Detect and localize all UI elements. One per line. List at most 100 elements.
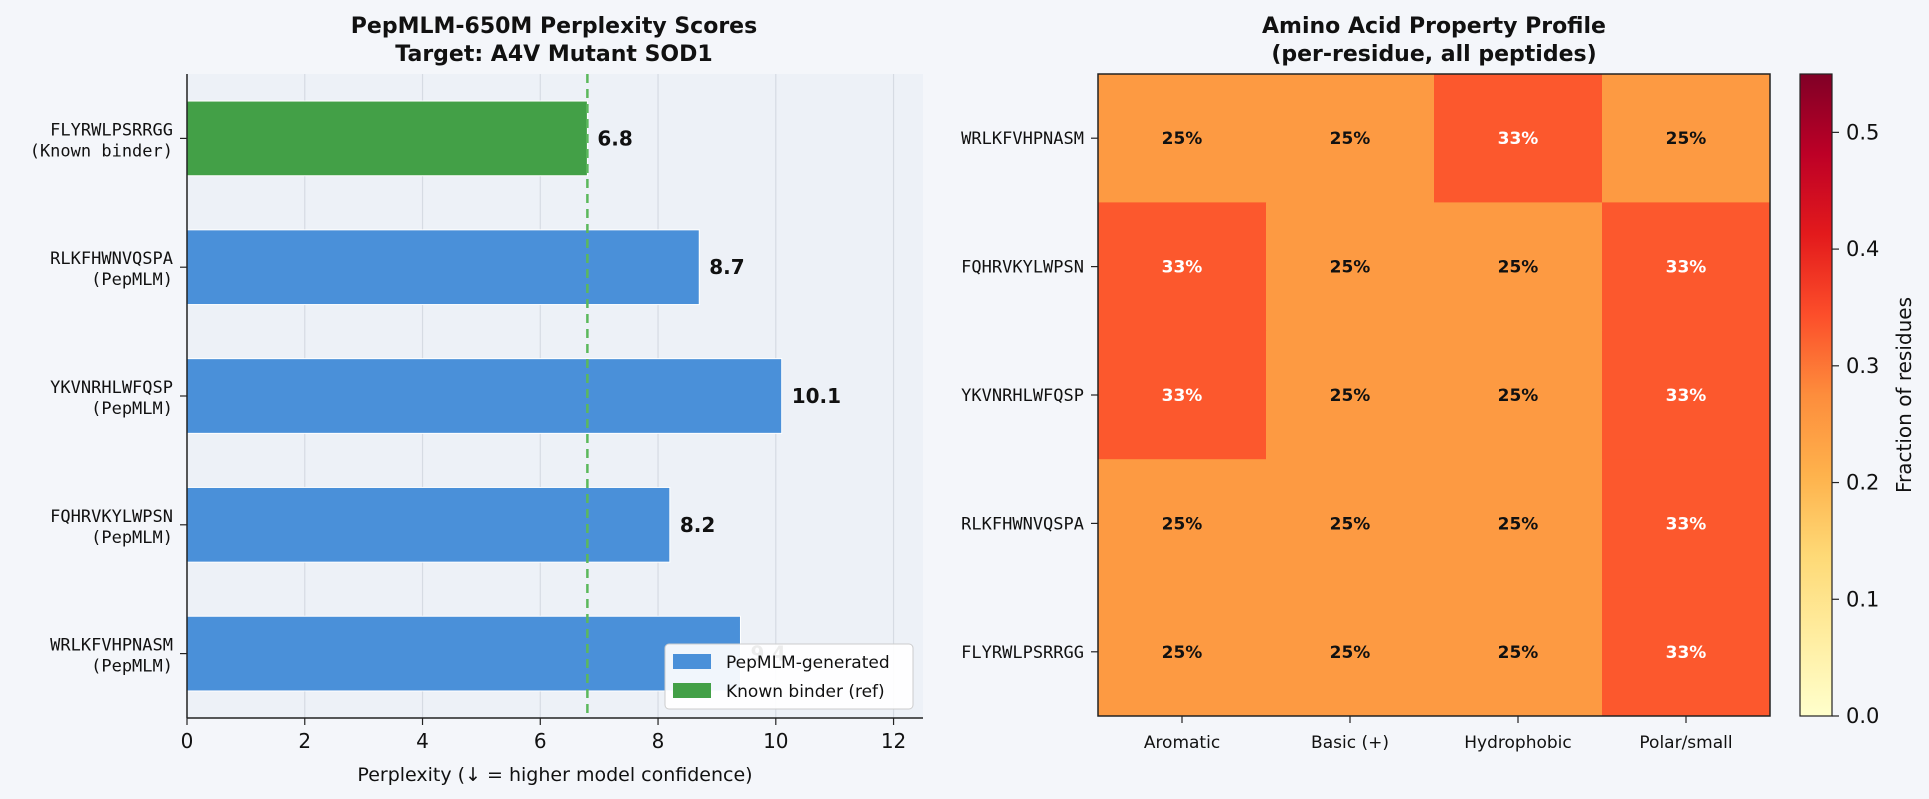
bar-y-ticks: FLYRWLPSRRGG(Known binder)RLKFHWNVQSPA(P… <box>30 120 187 677</box>
bar-chart-title: PepMLM-650M Perplexity Scores <box>351 14 757 39</box>
heatmap-row-labels: WRLKFVHPNASM FQHRVKYLWPSN YKVNRHLWFQSP RLKF… <box>961 129 1098 663</box>
colorbar-tick-label: 0.4 <box>1846 237 1879 261</box>
heatmap-cell-label: 25% <box>1330 258 1371 278</box>
y-tick-label-sequence: FQHRVKYLWPSN <box>50 507 173 527</box>
bar <box>186 486 671 563</box>
heatmap-cell <box>1266 459 1435 589</box>
heatmap-cell-label: 33% <box>1666 643 1707 663</box>
heatmap-cell-label: 25% <box>1498 643 1539 663</box>
y-tick-label-tag: (PepMLM) <box>91 270 173 290</box>
y-tick-label-sequence: YKVNRHLWFQSP <box>50 378 173 398</box>
heatmap-cell-label: 33% <box>1162 258 1203 278</box>
x-tick-label: 12 <box>881 729 906 753</box>
heatmap-cell-label: 33% <box>1162 386 1203 406</box>
colorbar: 0.0 0.1 0.2 0.3 0.4 0.5 Fraction of residues <box>1799 73 1916 728</box>
heatmap-row-label: FLYRWLPSRRGG <box>961 643 1084 663</box>
bar <box>186 100 588 177</box>
heatmap-cell-label: 33% <box>1666 258 1707 278</box>
heatmap-cell <box>1098 74 1267 203</box>
bar-x-axis-label: Perplexity (↓ = higher model confidence) <box>357 764 752 786</box>
bar-chart-subtitle: Target: A4V Mutant SOD1 <box>395 42 712 67</box>
perplexity-bar-chart: PepMLM-650M Perplexity Scores Target: A4… <box>30 14 923 786</box>
legend-swatch-known-binder <box>673 683 711 698</box>
heatmap-row-label: WRLKFVHPNASM <box>961 129 1084 149</box>
heatmap-column-label: Basic (+) <box>1311 733 1389 753</box>
heatmap-row-label: FQHRVKYLWPSN <box>961 258 1084 278</box>
heatmap-cell <box>1434 74 1603 203</box>
legend-frame <box>664 643 914 710</box>
heatmap-cell-label: 33% <box>1666 514 1707 534</box>
bar-x-ticks: 0 2 4 6 8 10 12 <box>181 718 906 753</box>
bar <box>186 229 700 306</box>
heatmap-cell-label: 25% <box>1498 258 1539 278</box>
y-tick-label-tag: (PepMLM) <box>91 399 173 419</box>
colorbar-tick-label: 0.3 <box>1846 354 1879 378</box>
colorbar-tick-label: 0.2 <box>1846 471 1879 495</box>
heatmap-cell-label: 25% <box>1330 514 1371 534</box>
heatmap-cell <box>1266 330 1435 460</box>
y-tick-label-tag: (Known binder) <box>30 141 173 161</box>
bar <box>186 615 741 692</box>
bar-value-label: 8.2 <box>680 513 715 537</box>
bar <box>186 358 783 434</box>
x-tick-label: 8 <box>652 729 665 753</box>
y-tick-label-tag: (PepMLM) <box>91 528 173 548</box>
colorbar-ticks: 0.0 0.1 0.2 0.3 0.4 0.5 <box>1832 120 1879 728</box>
colorbar-tick-label: 0.5 <box>1846 120 1879 144</box>
heatmap-cell <box>1602 330 1771 460</box>
y-tick-label-sequence: RLKFHWNVQSPA <box>50 249 173 269</box>
heatmap-subtitle: (per-residue, all peptides) <box>1271 42 1596 67</box>
legend-label-known-binder: Known binder (ref) <box>726 682 885 702</box>
heatmap-column-label: Polar/small <box>1639 733 1732 753</box>
legend-label-generated: PepMLM-generated <box>726 653 890 673</box>
colorbar-tick-label: 0.0 <box>1846 704 1879 728</box>
heatmap-cells <box>1098 74 1771 717</box>
heatmap-cell-labels: 25% 25% 33% 25% 33% 25% 25% 33% 33% 25% 25% 33% 25% 2… <box>1162 129 1707 663</box>
heatmap-cell <box>1266 74 1435 203</box>
heatmap-column-label: Hydrophobic <box>1464 733 1571 753</box>
colorbar-gradient <box>1799 73 1833 717</box>
heatmap-cell <box>1602 202 1771 332</box>
x-tick-label: 2 <box>298 729 311 753</box>
x-tick-label: 6 <box>534 729 547 753</box>
heatmap-cell-label: 25% <box>1666 129 1707 149</box>
heatmap-cell <box>1434 330 1603 460</box>
heatmap-row-label: RLKFHWNVQSPA <box>961 514 1084 534</box>
heatmap-cell <box>1098 202 1267 332</box>
heatmap-cell-label: 25% <box>1330 643 1371 663</box>
heatmap-cell <box>1602 459 1771 589</box>
heatmap-cell-label: 33% <box>1498 129 1539 149</box>
bar-value-label: 10.1 <box>792 384 841 408</box>
bar-value-label: 8.7 <box>709 255 744 279</box>
legend-swatch-generated <box>673 654 711 669</box>
bar-series <box>186 100 783 692</box>
heatmap-column-labels: Aromatic Basic (+) Hydrophobic Polar/small <box>1144 716 1733 753</box>
heatmap-title: Amino Acid Property Profile <box>1262 14 1606 39</box>
heatmap-cell <box>1098 459 1267 589</box>
heatmap-cell-label: 25% <box>1498 386 1539 406</box>
heatmap-cell <box>1266 202 1435 332</box>
colorbar-tick-label: 0.1 <box>1846 587 1879 611</box>
colorbar-label: Fraction of residues <box>1892 297 1916 493</box>
heatmap-cell-label: 25% <box>1162 129 1203 149</box>
heatmap-cell <box>1602 74 1771 203</box>
heatmap-cell-label: 25% <box>1498 514 1539 534</box>
heatmap-column-label: Aromatic <box>1144 733 1220 753</box>
heatmap-cell-label: 25% <box>1330 129 1371 149</box>
heatmap-row-label: YKVNRHLWFQSP <box>961 386 1084 406</box>
heatmap-cell <box>1434 587 1603 717</box>
heatmap-cell <box>1098 330 1267 460</box>
heatmap-cell <box>1602 587 1771 717</box>
heatmap-cell <box>1098 587 1267 717</box>
x-tick-label: 10 <box>763 729 788 753</box>
x-tick-label: 4 <box>416 729 429 753</box>
heatmap-cell-label: 25% <box>1162 643 1203 663</box>
y-tick-label-sequence: FLYRWLPSRRGG <box>50 120 173 140</box>
heatmap-cell <box>1434 202 1603 332</box>
property-heatmap: Amino Acid Property Profile (per-residue… <box>961 14 1916 753</box>
heatmap-cell-label: 25% <box>1162 514 1203 534</box>
y-tick-label-sequence: WRLKFVHPNASM <box>50 636 173 656</box>
heatmap-cell <box>1266 587 1435 717</box>
bar-value-label: 6.8 <box>597 126 632 150</box>
